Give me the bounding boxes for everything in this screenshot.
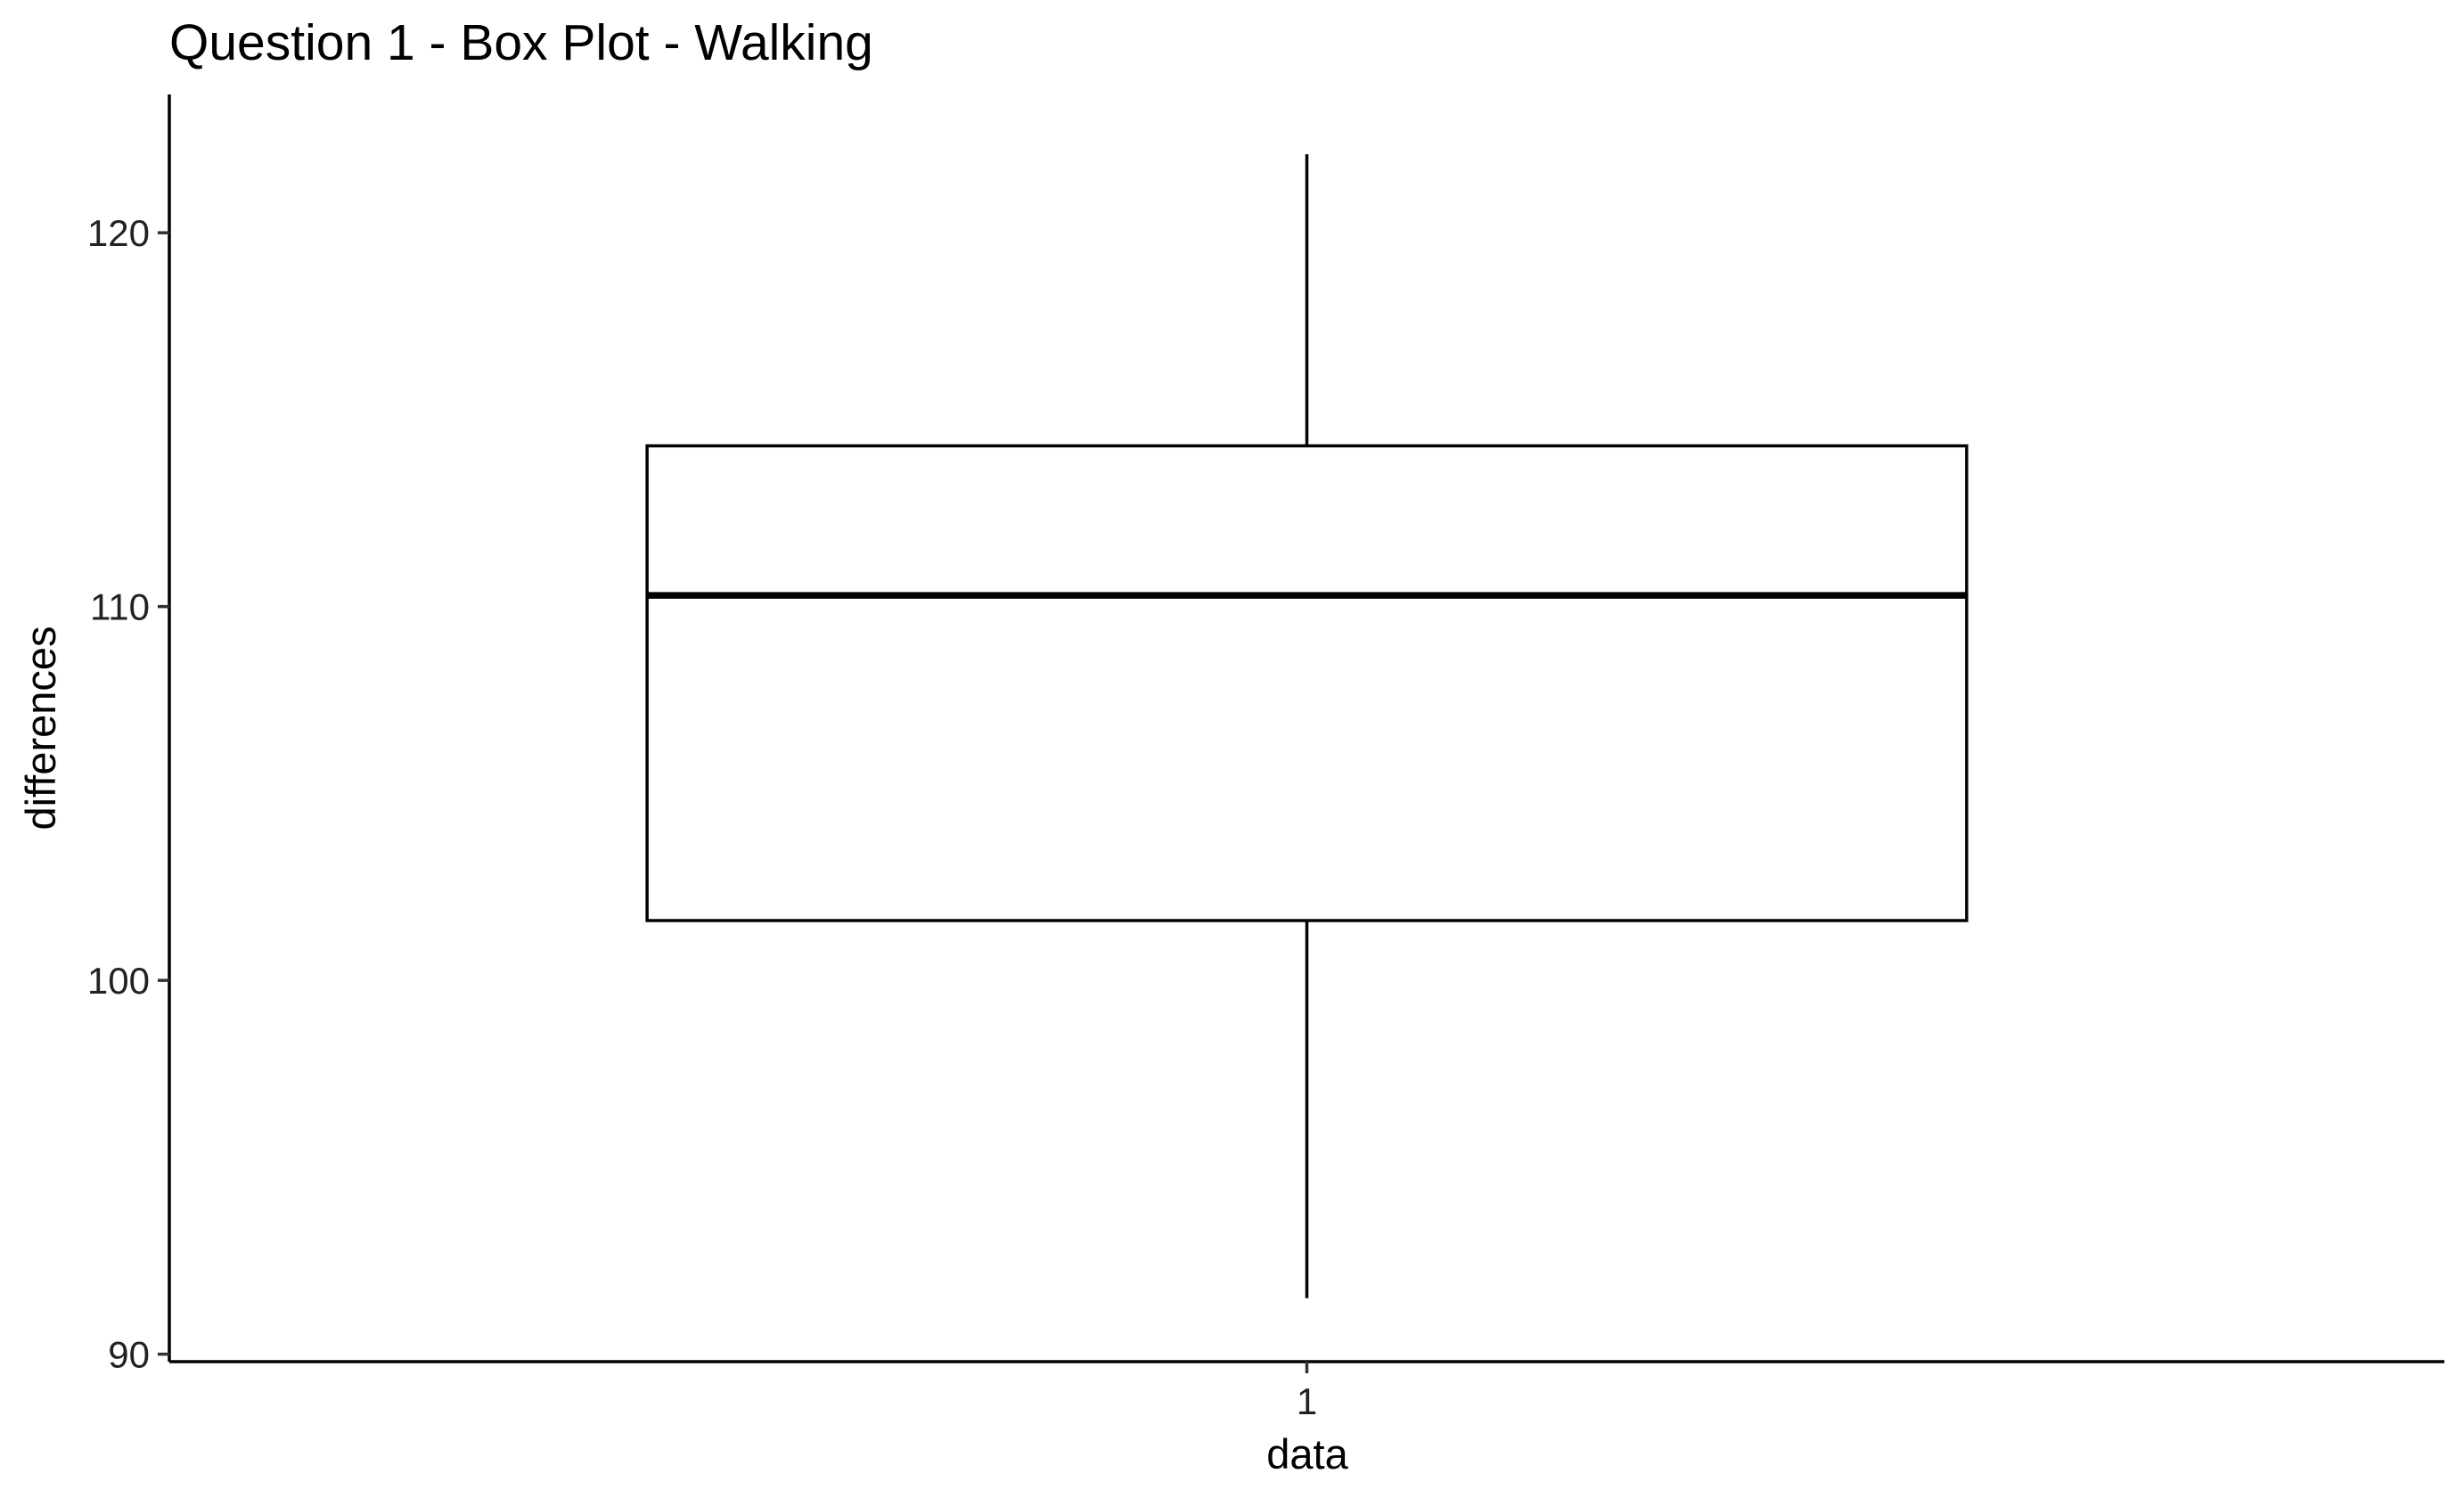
x-axis-title: data [1266,1430,1348,1478]
chart-title: Question 1 - Box Plot - Walking [169,14,873,71]
plot-area [645,154,1969,1298]
y-tick-label: 120 [87,212,150,254]
box-iqr [645,444,1969,922]
y-tick-label: 90 [108,1334,150,1376]
y-axis-title: differences [17,626,64,830]
x-axis-ticks: 1 [1297,1362,1317,1422]
y-tick-label: 110 [90,586,150,628]
y-axis-ticks: 90 100 110 120 [87,212,169,1376]
x-tick-label: 1 [1297,1380,1317,1422]
y-tick-label: 100 [87,960,150,1002]
